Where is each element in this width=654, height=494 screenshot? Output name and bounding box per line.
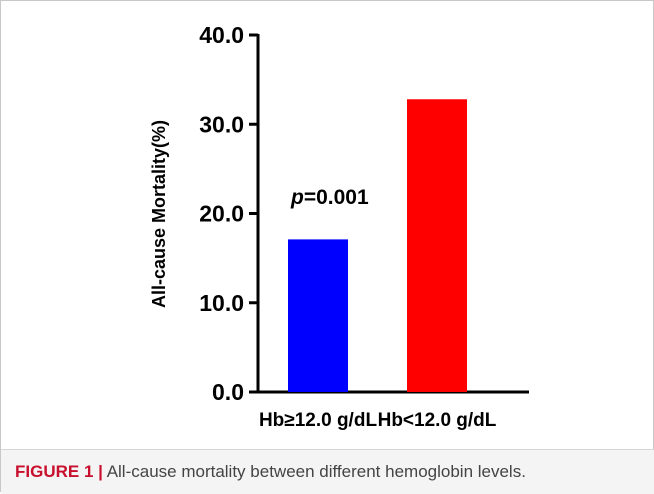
y-axis-label: All-cause Mortality(%) [149,120,169,308]
caption-bar: FIGURE 1 | All-cause mortality between d… [1,449,654,494]
bar-hb-low [407,99,467,392]
caption-text: All-cause mortality between different he… [106,462,526,481]
bar-hb-high [288,239,348,392]
figure-caption: FIGURE 1 | All-cause mortality between d… [15,462,526,482]
bars [288,99,467,392]
x-category-label: Hb≥12.0 g/dL [259,410,378,431]
y-tick-label: 0.0 [212,379,244,405]
axes: 0.0 10.0 20.0 30.0 40.0 Hb≥12.0 g/dL Hb<12.0 g… [199,22,529,431]
p-value-italic: p [290,186,304,209]
p-value-annotation: p=0.001 [290,186,369,209]
figure-label: FIGURE 1 | [15,462,103,481]
x-category-label: Hb<12.0 g/dL [378,410,497,431]
y-tick-label: 30.0 [199,111,244,137]
p-value-text: =0.001 [304,186,369,209]
y-tick-label: 10.0 [199,290,244,316]
y-tick-label: 40.0 [199,22,244,48]
y-tick-label: 20.0 [199,201,244,227]
bar-chart: 0.0 10.0 20.0 30.0 40.0 Hb≥12.0 g/dL Hb<12.0 g… [149,22,529,431]
